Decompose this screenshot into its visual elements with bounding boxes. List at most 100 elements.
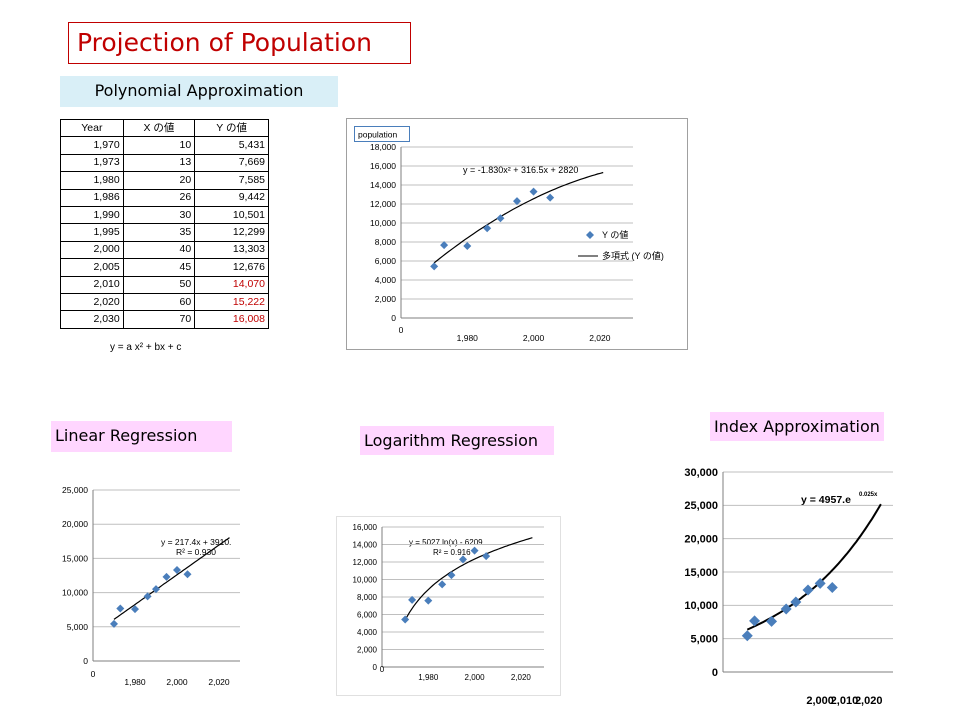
data-point — [483, 224, 492, 233]
table-row: 2,000 40 13,303 — [60, 240, 269, 260]
trend-equation-exponent: 0.025x — [859, 492, 878, 498]
data-point — [790, 596, 802, 608]
poly-formula: y = a x² + bx + c — [110, 342, 182, 353]
legend-series: Y の値 — [602, 229, 628, 240]
cell-y-value: 14,070 — [194, 275, 269, 294]
cell-x-value: 70 — [122, 310, 196, 329]
cell-y-value: 9,442 — [194, 188, 269, 207]
y-tick-label: 6,000 — [357, 610, 378, 619]
cell-year: 2,010 — [60, 275, 124, 294]
table-row: 1,986 26 9,442 — [60, 188, 269, 207]
data-point — [401, 615, 410, 624]
table-row: 1,970 10 5,431 — [60, 136, 269, 155]
cell-x-value: 30 — [122, 205, 196, 225]
cell-x-value: 60 — [122, 292, 196, 312]
trend-equation: y = 5027.ln(x) - 6209. — [409, 538, 485, 547]
cell-y-value: 16,008 — [194, 310, 269, 329]
data-point — [546, 193, 555, 202]
header-year: Year — [60, 118, 124, 138]
x-origin-label: 0 — [91, 669, 96, 679]
table-row: 1,995 35 12,299 — [60, 223, 269, 242]
cell-year: 2,000 — [60, 240, 124, 260]
y-tick-label: 20,000 — [62, 519, 88, 529]
data-point — [741, 630, 753, 642]
y-tick-label: 16,000 — [353, 523, 378, 532]
data-point — [482, 552, 491, 561]
linear-section-label: Linear Regression — [51, 421, 232, 452]
cell-y-value: 7,669 — [194, 153, 269, 173]
y-tick-label: 10,000 — [370, 218, 396, 228]
y-tick-label: 0 — [373, 663, 378, 672]
x-tick-label: 2,020 — [589, 333, 611, 343]
y-tick-label: 0 — [83, 656, 88, 666]
trend-equation: y = 4957.e — [801, 494, 851, 506]
trend-r2: R² = 0.916 — [433, 548, 471, 557]
y-tick-label: 2,000 — [375, 294, 397, 304]
page-title: Projection of Population — [68, 22, 411, 64]
y-tick-label: 12,000 — [370, 199, 396, 209]
trend-line — [433, 171, 604, 264]
y-tick-label: 0 — [712, 667, 718, 679]
y-tick-label: 8,000 — [357, 593, 378, 602]
cell-year: 1,970 — [60, 136, 124, 155]
data-point — [513, 197, 521, 206]
x-tick-label: 2,000 — [465, 673, 486, 682]
x-tick-label: 2,010 — [831, 695, 859, 707]
header-y-value: Y の値 — [194, 118, 269, 138]
x-tick-label: 2,000 — [806, 695, 834, 707]
table-row: 2,020 60 15,222 — [60, 292, 269, 312]
data-point — [826, 581, 838, 593]
trend-line — [746, 503, 882, 631]
data-point — [459, 555, 467, 564]
trend-line — [113, 537, 230, 620]
trend-r2: R² = 0.930 — [176, 547, 216, 557]
data-point — [183, 570, 192, 579]
logarithm-regression-chart: y = 5027.ln(x) - 6209. R² = 0.916 0 2,000… — [336, 516, 561, 696]
data-point — [529, 187, 538, 196]
x-tick-label: 1,980 — [124, 677, 146, 687]
x-tick-label: 2,000 — [523, 333, 545, 343]
data-point — [424, 596, 433, 605]
y-tick-label: 6,000 — [375, 256, 397, 266]
x-tick-label: 1,980 — [457, 333, 479, 343]
linear-regression-chart: y = 217.4x + 3910. R² = 0.930 0 5,000 10,0… — [62, 485, 240, 687]
data-point — [438, 580, 447, 589]
cell-y-value: 12,676 — [194, 258, 269, 277]
table-header-row: Year X の値 Y の値 — [60, 118, 269, 138]
table-row: 2,005 45 12,676 — [60, 258, 269, 277]
table-row: 1,990 30 10,501 — [60, 205, 269, 225]
cell-x-value: 10 — [122, 136, 196, 155]
cell-year: 1,995 — [60, 223, 124, 242]
population-table: Year X の値 Y の値 1,970 10 5,431 1,973 13 7,669 1… — [60, 118, 269, 329]
y-tick-label: 10,000 — [353, 575, 378, 584]
cell-y-value: 10,501 — [194, 205, 269, 225]
y-tick-label: 12,000 — [353, 558, 378, 567]
data-point — [430, 262, 439, 271]
data-point — [463, 241, 472, 250]
y-tick-label: 4,000 — [375, 275, 397, 285]
cell-year: 2,030 — [60, 310, 124, 329]
cell-x-value: 35 — [122, 223, 196, 242]
data-point — [470, 546, 479, 555]
polynomial-section-label: Polynomial Approximation — [60, 76, 338, 107]
y-tick-label: 10,000 — [684, 600, 718, 612]
data-point — [802, 584, 814, 596]
data-point — [152, 585, 160, 594]
data-point — [110, 619, 118, 628]
legend-trend: 多項式 (Y の値) — [602, 250, 664, 261]
data-point — [440, 241, 449, 250]
y-tick-label: 5,000 — [67, 622, 89, 632]
chart-frame — [336, 516, 561, 696]
x-tick-label: 2,000 — [166, 677, 188, 687]
header-x-value: X の値 — [122, 118, 196, 138]
y-tick-label: 15,000 — [684, 567, 718, 579]
chart-title: population — [358, 130, 398, 140]
x-tick-label: 2,020 — [511, 673, 532, 682]
y-tick-label: 10,000 — [62, 588, 88, 598]
cell-x-value: 40 — [122, 240, 196, 260]
y-tick-label: 4,000 — [357, 628, 378, 637]
data-point — [447, 571, 456, 580]
cell-y-value: 5,431 — [194, 136, 269, 155]
y-tick-label: 16,000 — [370, 161, 396, 171]
y-tick-label: 2,000 — [357, 645, 378, 654]
